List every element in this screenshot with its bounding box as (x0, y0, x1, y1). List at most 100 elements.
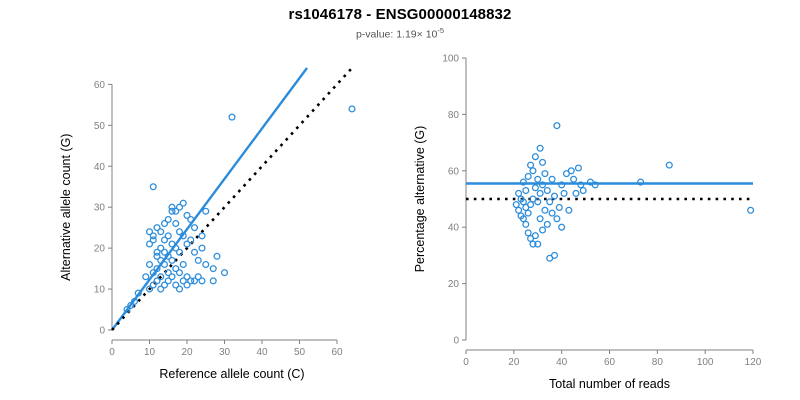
y-tick-label: 60 (94, 80, 106, 91)
x-tick-label: 80 (652, 357, 664, 368)
scatter-point (527, 161, 535, 169)
x-tick-label: 10 (144, 347, 156, 358)
x-axis-title: Total number of reads (549, 377, 670, 391)
scatter-point (134, 289, 142, 297)
scatter-point (172, 220, 180, 228)
scatter-point (145, 228, 154, 236)
scatter-point (536, 215, 544, 223)
scatter-point (183, 240, 191, 248)
scatter-point (183, 281, 191, 289)
scatter-point (145, 240, 154, 248)
scatter-point (172, 265, 180, 273)
scatter-point (130, 297, 139, 305)
scatter-point (179, 260, 187, 269)
x-tick-label: 0 (109, 347, 115, 358)
scatter-point (153, 248, 161, 256)
scatter-point (190, 224, 199, 232)
scatter-point (560, 189, 568, 197)
scatter-point (160, 220, 169, 228)
scatter-point (172, 281, 180, 289)
scatter-point (524, 229, 532, 237)
y-tick-label: 80 (448, 110, 460, 121)
scatter-point (541, 206, 549, 214)
identity-line (111, 67, 353, 331)
scatter-point (209, 277, 217, 285)
fitted-line (111, 67, 308, 331)
scatter-point (179, 277, 187, 285)
scatter-point (157, 228, 165, 236)
scatter-point (209, 265, 217, 273)
scatter-point (534, 198, 542, 206)
figure-subtitle: p-value: 1.19× 10-5 (0, 26, 800, 41)
scatter-point (198, 232, 206, 240)
scatter-point (577, 181, 585, 189)
scatter-point (527, 201, 535, 209)
scatter-point (172, 207, 180, 215)
scatter-point (637, 178, 645, 186)
scatter-point (546, 198, 554, 206)
scatter-point (153, 277, 161, 285)
scatter-point (543, 220, 551, 228)
scatter-point (531, 232, 539, 240)
scatter-point (187, 215, 195, 223)
y-tick-label: 20 (448, 279, 460, 290)
scatter-point (123, 306, 131, 314)
y-tick-label: 20 (94, 244, 106, 255)
scatter-point (157, 256, 165, 264)
scatter-point (220, 269, 229, 277)
scatter-point (168, 240, 176, 248)
scatter-point (512, 201, 520, 209)
scatter-point (579, 187, 587, 195)
scatter-point (198, 277, 206, 285)
figure-title: rs1046178 - ENSG00000148832 (288, 6, 512, 23)
y-tick-label: 50 (94, 121, 106, 132)
scatter-point (149, 269, 157, 277)
scatter-point (145, 260, 154, 269)
scatter-point (548, 175, 556, 183)
scatter-point (536, 144, 544, 152)
scatter-point (183, 273, 191, 281)
y-tick-label: 30 (94, 203, 106, 214)
scatter-point (175, 203, 184, 211)
scatter-point (179, 232, 187, 240)
y-tick-label: 60 (448, 166, 460, 177)
x-tick-label: 0 (463, 357, 469, 368)
scatter-point (534, 240, 542, 248)
scatter-point (168, 203, 176, 211)
scatter-point (168, 273, 176, 281)
scatter-point (194, 273, 202, 281)
scatter-point (531, 153, 539, 161)
scatter-point (198, 244, 206, 252)
scatter-point (529, 240, 537, 248)
right-plot-svg: 0 20 40 60 80 100 0 20 40 60 80 100 120 Total number … (413, 54, 762, 392)
scatter-point (515, 189, 523, 197)
scatter-point (228, 113, 236, 121)
scatter-point (539, 226, 547, 234)
scatter-point (179, 199, 187, 207)
scatter-point (164, 252, 172, 260)
scatter-point (536, 189, 544, 197)
scatter-point (187, 277, 195, 285)
scatter-point (157, 285, 165, 293)
panel-allele-counts: 0 10 20 30 40 50 60 0 10 20 30 40 50 60 Reference alle… (59, 67, 356, 381)
scatter-point (175, 248, 184, 256)
x-axis-title: Reference allele count (C) (159, 367, 304, 381)
scatter-point (548, 209, 556, 217)
scatter-point (515, 206, 523, 214)
scatter-point (558, 181, 566, 189)
scatter-point (160, 260, 169, 269)
scatter-point (157, 273, 165, 281)
scatter-point (529, 167, 537, 175)
x-tick-label: 60 (604, 357, 616, 368)
y-tick-label: 0 (453, 336, 459, 347)
scatter-point (164, 232, 172, 240)
scatter-point (524, 172, 532, 180)
scatter-point (522, 187, 530, 195)
scatter-point (153, 265, 161, 273)
y-tick-label: 100 (442, 54, 459, 65)
scatter-point (543, 187, 551, 195)
scatter-point (168, 256, 176, 264)
scatter-point (572, 189, 580, 197)
x-tick-label: 60 (331, 347, 343, 358)
